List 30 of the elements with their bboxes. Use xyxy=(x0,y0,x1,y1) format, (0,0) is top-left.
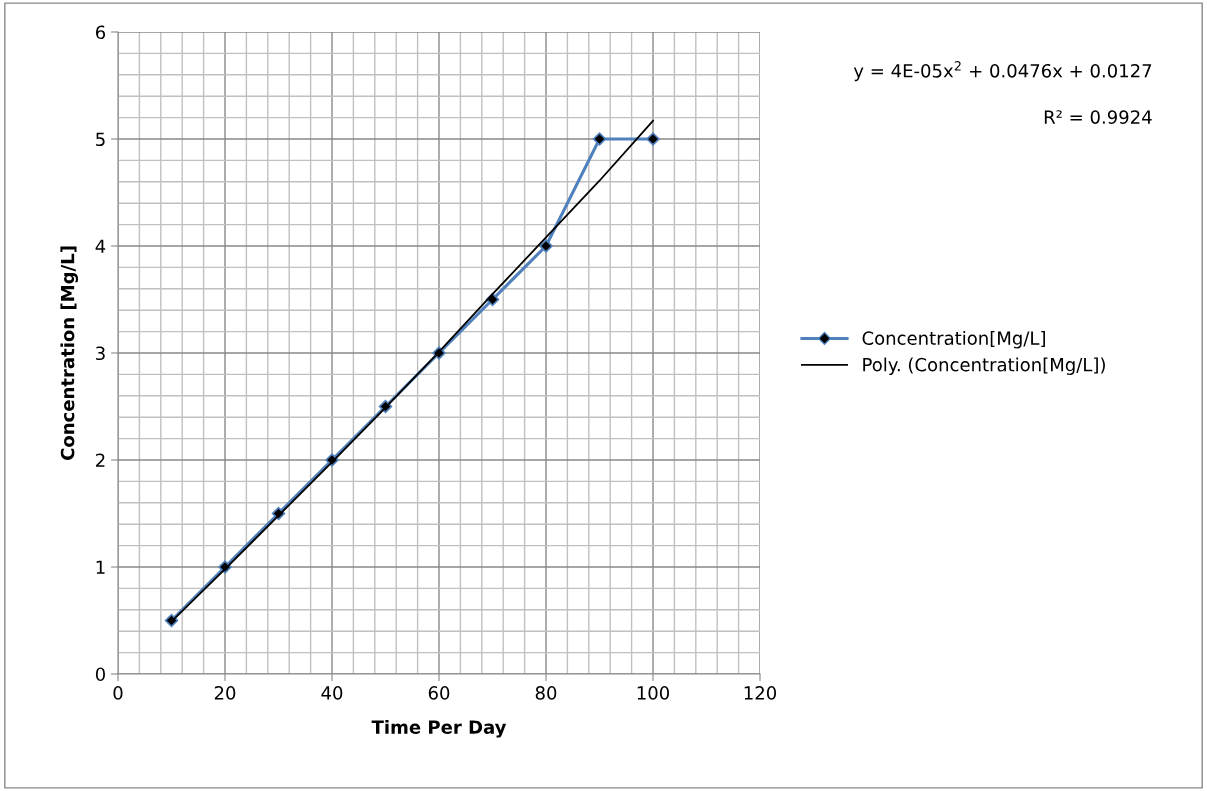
x-tick-label: 120 xyxy=(744,686,777,700)
legend-label: Poly. (Concentration[Mg/L]) xyxy=(863,357,1105,375)
x-tick-label: 100 xyxy=(637,686,670,700)
point xyxy=(164,613,179,628)
point xyxy=(271,506,286,521)
x-tick-label: 20 xyxy=(214,686,236,700)
point xyxy=(485,292,500,307)
x-axis-title: Time Per Day xyxy=(371,719,507,738)
legend-label: Concentration[Mg/L] xyxy=(862,331,1045,349)
y-axis-title: Concentration [Mg/L] xyxy=(60,246,79,461)
x-tick-label: 80 xyxy=(535,686,557,700)
y-tick-label: 1 xyxy=(96,560,105,574)
y-tick-label: 2 xyxy=(96,453,105,467)
y-tick-label: 5 xyxy=(96,132,105,147)
x-tick-label: 60 xyxy=(428,686,450,700)
text: R² = 0.9924 xyxy=(1044,110,1152,124)
y-tick-label: 3 xyxy=(96,346,105,361)
point xyxy=(325,453,339,467)
point xyxy=(646,132,660,146)
x-tick-label: 40 xyxy=(321,686,343,700)
point xyxy=(218,560,232,574)
point xyxy=(378,399,393,414)
x-tick-label: 0 xyxy=(113,686,123,700)
y-tick-label: 6 xyxy=(95,25,106,40)
point xyxy=(592,132,607,146)
y-tick-label: 4 xyxy=(95,239,106,253)
point xyxy=(539,239,553,253)
point xyxy=(432,346,446,360)
y-tick-label: 0 xyxy=(95,667,105,682)
text: y = 4E-05x$^{2}$ + 0.0476x + 0.0127 xyxy=(853,61,1152,82)
